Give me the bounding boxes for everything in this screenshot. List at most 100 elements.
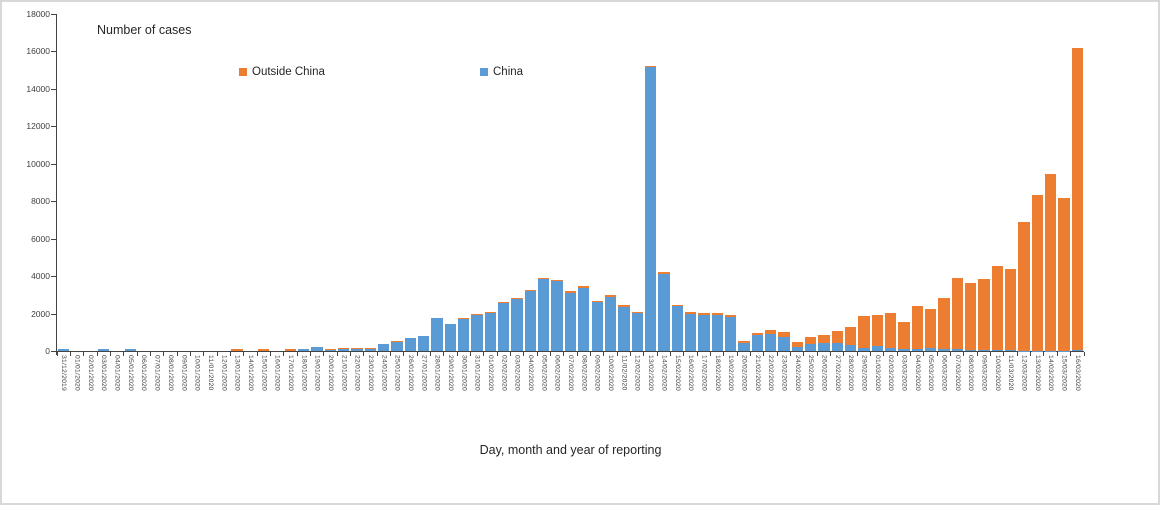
x-tick-label-text: 18/02/2020: [713, 355, 721, 392]
x-tick-label: 30/01/2020: [457, 355, 470, 415]
x-tick-label: 27/02/2020: [831, 355, 844, 415]
bar-group: [684, 312, 697, 351]
y-tick-mark: [51, 163, 56, 165]
x-tick-mark: [963, 352, 965, 356]
x-tick-label: 17/01/2020: [284, 355, 297, 415]
x-tick-label: 23/02/2020: [777, 355, 790, 415]
x-tick-mark: [883, 352, 885, 356]
x-tick-label-text: 17/01/2020: [286, 355, 294, 392]
x-tick-mark: [843, 352, 845, 356]
bar-segment-outside-china: [964, 282, 977, 351]
bar-group: [604, 295, 617, 351]
bar-group: [618, 304, 630, 351]
x-tick-label-text: 06/01/2020: [140, 355, 148, 392]
bar-segment-outside-china: [631, 312, 643, 313]
bar-segment-outside-china: [644, 65, 657, 68]
bar-group: [551, 279, 563, 351]
x-tick-label: 28/02/2020: [844, 355, 857, 415]
bar-segment-china: [404, 338, 417, 351]
x-tick-mark: [950, 352, 952, 356]
bar-segment-outside-china: [698, 312, 710, 315]
bar-segment-china: [538, 278, 550, 351]
bar-group: [938, 297, 950, 351]
x-tick-label-text: 21/02/2020: [753, 355, 761, 392]
bar-segment-china: [351, 348, 363, 351]
x-tick-mark: [269, 352, 271, 356]
x-tick-label: 26/02/2020: [817, 355, 830, 415]
x-tick-label-text: 19/02/2020: [727, 355, 735, 392]
x-tick-label-text: 18/01/2020: [300, 355, 308, 392]
y-tick-label: 10000: [26, 158, 50, 169]
bar-segment-china: [418, 336, 430, 351]
bar-segment-china: [938, 349, 950, 351]
bar-group: [1058, 198, 1070, 351]
x-tick-label-text: 06/03/2020: [940, 355, 948, 392]
x-tick-mark: [229, 352, 231, 356]
bar-segment-outside-china: [578, 286, 590, 288]
x-tick-mark: [376, 352, 378, 356]
bar-segment-outside-china: [671, 304, 683, 307]
x-tick-label: 16/02/2020: [684, 355, 697, 415]
bar-segment-outside-china: [604, 295, 617, 297]
bar-group: [764, 330, 777, 351]
x-tick-mark: [256, 352, 258, 356]
x-tick-mark: [189, 352, 191, 356]
bar-segment-outside-china: [258, 349, 270, 351]
bar-group: [124, 349, 137, 351]
x-tick-mark: [763, 352, 765, 356]
x-tick-label-text: 23/01/2020: [366, 355, 374, 392]
chart-title: Number of cases: [97, 23, 192, 37]
bar-segment-outside-china: [1018, 222, 1030, 351]
x-tick-label: 07/02/2020: [564, 355, 577, 415]
y-axis-line: [56, 14, 57, 355]
bar-group: [511, 298, 523, 351]
x-tick-mark: [923, 352, 925, 356]
bar-group: [444, 323, 457, 351]
bar-segment-outside-china: [1044, 173, 1057, 351]
x-tick-label-text: 09/03/2020: [980, 355, 988, 392]
bar-segment-china: [711, 314, 723, 351]
bar-segment-outside-china: [978, 278, 990, 351]
bar-segment-outside-china: [951, 277, 963, 350]
bar-group: [711, 312, 723, 351]
x-tick-label-text: 28/02/2020: [847, 355, 855, 392]
bar-segment-outside-china: [764, 330, 777, 335]
x-tick-mark: [616, 352, 618, 356]
bar-segment-outside-china: [431, 317, 443, 319]
bar-segment-outside-china: [884, 312, 897, 349]
y-tick-label: 14000: [26, 83, 50, 94]
x-tick-label-text: 31/01/2020: [473, 355, 481, 392]
x-tick-label: 21/01/2020: [337, 355, 350, 415]
x-tick-mark: [496, 352, 498, 356]
x-tick-label: 26/01/2020: [404, 355, 417, 415]
x-tick-label: 29/01/2020: [444, 355, 457, 415]
bar-group: [778, 331, 790, 351]
bar-segment-outside-china: [498, 301, 510, 304]
legend-swatch-outside-china: [239, 68, 247, 76]
x-tick-label: 08/02/2020: [577, 355, 590, 415]
bar-segment-outside-china: [1031, 194, 1043, 351]
bar-segment-china: [631, 312, 643, 351]
bar-group: [498, 301, 510, 351]
bar-segment-china: [391, 341, 403, 351]
x-tick-mark: [976, 352, 978, 356]
bar-segment-china: [1071, 350, 1083, 351]
x-tick-label-text: 30/01/2020: [460, 355, 468, 392]
x-tick-label-text: 02/03/2020: [887, 355, 895, 392]
x-tick-label-text: 11/01/2020: [206, 355, 214, 391]
x-tick-label-text: 25/02/2020: [807, 355, 815, 392]
x-tick-mark: [1016, 352, 1018, 356]
bar-group: [631, 312, 643, 351]
x-tick-label-text: 16/02/2020: [687, 355, 695, 392]
bar-segment-outside-china: [658, 271, 670, 275]
x-tick-mark: [429, 352, 431, 356]
x-tick-label-text: 28/01/2020: [433, 355, 441, 392]
y-tick-mark: [51, 276, 56, 278]
bar-segment-outside-china: [618, 304, 630, 307]
x-tick-label: 25/02/2020: [804, 355, 817, 415]
bar-segment-china: [991, 350, 1003, 351]
x-tick-mark: [149, 352, 151, 356]
x-tick-mark: [870, 352, 872, 356]
x-tick-label-text: 14/01/2020: [246, 355, 254, 392]
bar-group: [364, 348, 377, 351]
